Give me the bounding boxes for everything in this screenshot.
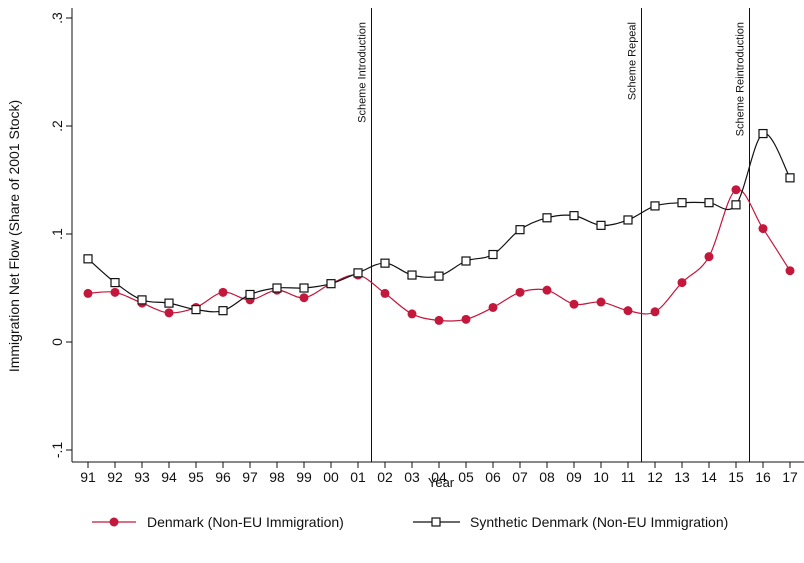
synthetic-point — [353, 268, 363, 278]
y-tick-label: .2 — [49, 120, 65, 132]
synthetic-point — [785, 173, 795, 183]
x-tick-label: 05 — [458, 469, 474, 485]
x-tick-label: 02 — [377, 469, 393, 485]
x-tick-label: 12 — [647, 469, 663, 485]
x-tick-label: 08 — [539, 469, 555, 485]
synthetic-point — [83, 254, 93, 264]
x-tick-label: 06 — [485, 469, 501, 485]
x-tick-label: 99 — [296, 469, 312, 485]
x-tick-label: 09 — [566, 469, 582, 485]
synthetic-point — [137, 295, 147, 305]
x-tick-label: 96 — [215, 469, 231, 485]
x-tick-label: 13 — [674, 469, 690, 485]
denmark-point — [461, 314, 471, 324]
synthetic-point — [623, 215, 633, 225]
denmark-series-line — [87, 188, 791, 322]
y-tick-label: 0 — [49, 338, 65, 346]
synthetic-point — [299, 283, 309, 293]
synthetic-point — [380, 258, 390, 268]
x-tick-label: 17 — [782, 469, 798, 485]
event-label: Scheme Introduction — [357, 22, 369, 123]
denmark-point — [488, 302, 498, 312]
series-group — [83, 128, 795, 325]
synthetic-point — [272, 283, 282, 293]
denmark-point — [569, 299, 579, 309]
x-tick-label: 03 — [404, 469, 420, 485]
x-tick-label: 14 — [701, 469, 717, 485]
denmark-point — [299, 293, 309, 303]
y-tick-label: .1 — [49, 228, 65, 240]
legend-denmark-marker — [109, 517, 119, 527]
y-tick-label: -.1 — [49, 442, 65, 459]
synthetic-point — [191, 305, 201, 315]
denmark-point — [164, 308, 174, 318]
denmark-point — [380, 288, 390, 298]
legend-synthetic-marker — [431, 517, 441, 527]
y-tick-label: .3 — [49, 12, 65, 24]
x-tick-label: 92 — [107, 469, 123, 485]
denmark-point — [704, 252, 714, 262]
denmark-point — [515, 287, 525, 297]
x-axis-label: Year — [428, 475, 455, 490]
denmark-point — [650, 307, 660, 317]
synthetic-point — [218, 306, 228, 316]
x-tick-label: 07 — [512, 469, 528, 485]
x-tick-label: 94 — [161, 469, 177, 485]
synthetic-point — [731, 200, 741, 210]
synthetic-point — [758, 128, 768, 139]
synthetic-point — [650, 201, 660, 211]
denmark-point — [407, 309, 417, 319]
x-tick-label: 11 — [621, 469, 636, 485]
x-tick-label: 04 — [431, 469, 447, 485]
synthetic-point — [245, 289, 255, 300]
synthetic-point — [515, 225, 525, 235]
x-tick-label: 91 — [80, 469, 96, 485]
synthetic-point — [488, 249, 498, 260]
synthetic-point — [596, 220, 606, 230]
denmark-point — [758, 224, 768, 234]
synthetic-point — [434, 271, 444, 281]
y-axis-label: Immigration Net Flow (Share of 2001 Stoc… — [6, 100, 22, 372]
x-tick-label: 97 — [242, 469, 258, 485]
synthetic-point — [569, 211, 579, 221]
synthetic-point — [164, 298, 174, 308]
denmark-point — [785, 266, 795, 276]
denmark-point — [83, 288, 93, 298]
synthetic-point — [704, 198, 714, 208]
x-tick-label: 15 — [728, 469, 744, 485]
denmark-point — [677, 278, 687, 288]
denmark-point — [623, 306, 633, 316]
legend-denmark-label: Denmark (Non-EU Immigration) — [147, 514, 344, 530]
x-tick-label: 95 — [188, 469, 204, 485]
denmark-point — [218, 287, 228, 297]
legend-synthetic-label: Synthetic Denmark (Non-EU Immigration) — [470, 514, 728, 530]
denmark-point — [542, 285, 552, 295]
axes: -.1 0 .1 .2 .3 91 92 93 94 95 96 97 98 99 00 01 02 03 04 05… — [49, 8, 804, 485]
event-label: Scheme Repeal — [627, 22, 639, 100]
legend: Denmark (Non-EU Immigration) Synthetic De… — [92, 514, 728, 530]
x-tick-label: 01 — [350, 469, 366, 485]
x-tick-label: 98 — [269, 469, 285, 485]
denmark-point — [596, 297, 606, 307]
x-tick-label: 10 — [593, 469, 609, 485]
x-tick-label: 00 — [323, 469, 339, 485]
synthetic-point — [407, 270, 417, 280]
event-label: Scheme Reintroduction — [735, 22, 747, 136]
denmark-point — [731, 185, 741, 195]
synthetic-point — [110, 278, 120, 288]
denmark-point — [434, 315, 444, 325]
synthetic-point — [677, 198, 687, 208]
synthetic-point — [542, 213, 552, 223]
x-tick-label: 93 — [134, 469, 150, 485]
synthetic-point — [326, 279, 336, 289]
synthetic-point — [461, 256, 471, 266]
x-tick-label: 16 — [755, 469, 771, 485]
event-lines: Scheme Introduction Scheme Repeal Scheme R… — [357, 8, 750, 462]
denmark-point — [110, 287, 120, 297]
